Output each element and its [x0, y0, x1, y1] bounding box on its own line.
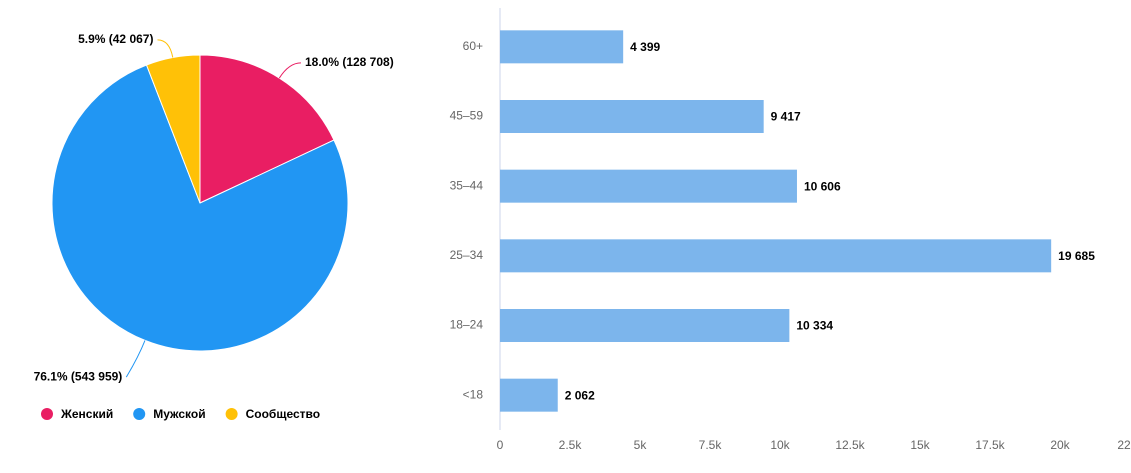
y-tick-label: <18: [463, 387, 484, 401]
leader-line: [125, 340, 146, 378]
y-tick-label: 45–59: [450, 109, 484, 123]
data-label: 18.0% (128 708): [305, 55, 394, 69]
data-label: 10 606: [804, 179, 841, 193]
bar: [500, 30, 624, 64]
data-label: 76.1% (543 959): [34, 369, 123, 383]
x-tick-label: 2.5k: [559, 438, 583, 452]
x-tick-label: 15k: [910, 438, 930, 452]
legend-label: Сообщество: [246, 407, 320, 421]
x-tick-label: 20k: [1050, 438, 1070, 452]
data-label: 19 685: [1058, 249, 1095, 263]
leader-line: [278, 62, 301, 79]
data-label: 10 334: [796, 319, 833, 333]
x-tick-label: 10k: [770, 438, 790, 452]
x-tick-label: 7.5k: [699, 438, 723, 452]
data-label: 2 062: [565, 388, 595, 402]
data-label: 9 417: [771, 110, 801, 124]
y-tick-label: 35–44: [450, 178, 484, 192]
x-tick-label: 5k: [634, 438, 648, 452]
x-tick-label: 22…: [1117, 438, 1131, 452]
legend-marker: [41, 408, 53, 420]
legend-label: Мужской: [153, 407, 205, 421]
x-tick-label: 0: [497, 438, 504, 452]
x-tick-label: 17.5k: [975, 438, 1005, 452]
legend-label: Женский: [60, 407, 113, 421]
bar: [500, 100, 764, 133]
data-label: 5.9% (42 067): [78, 32, 153, 46]
y-tick-label: 25–34: [450, 248, 484, 262]
y-tick-label: 18–24: [450, 318, 484, 332]
bar: [500, 378, 558, 412]
legend-marker: [225, 408, 238, 420]
data-label: 4 399: [630, 40, 660, 54]
x-tick-label: 12.5k: [835, 438, 865, 452]
bar: [500, 169, 797, 203]
bar: [500, 309, 790, 342]
y-tick-label: 60+: [463, 39, 483, 53]
legend-marker: [133, 408, 146, 420]
leader-line: [157, 39, 174, 58]
bar: [500, 239, 1052, 273]
pie-slice: [199, 54, 335, 204]
